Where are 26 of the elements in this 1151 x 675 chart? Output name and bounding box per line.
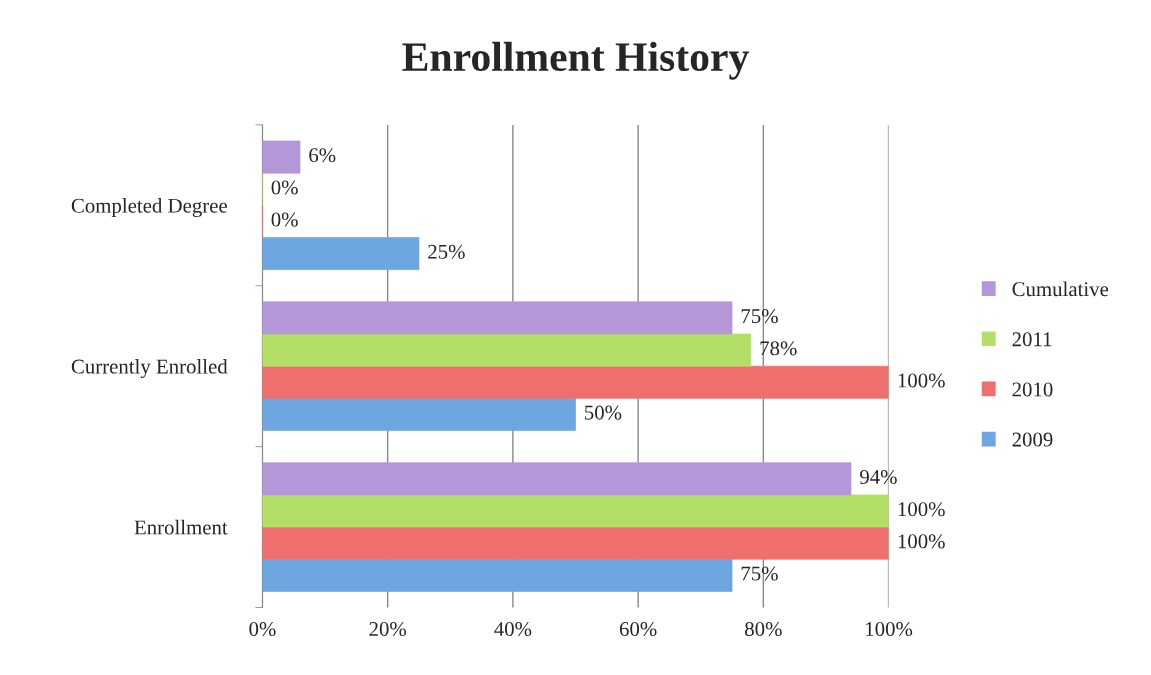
data-label: 75% [741,309,778,324]
data-label: 100% [898,502,945,517]
data-label: 100% [898,534,945,549]
x-tick-label: 60% [619,621,657,637]
y-tick-label: Completed Degree [71,198,227,218]
x-tick-label: 0% [249,621,276,637]
data-label: 78% [760,341,797,356]
y-tick-label: Enrollment [134,519,228,535]
data-label: 0% [271,212,298,227]
data-label: 50% [585,405,622,420]
x-tick-label: 100% [866,621,913,637]
x-tick-label: 80% [745,621,782,637]
data-label: 100% [898,373,945,388]
data-label: 6% [309,148,336,163]
data-label: 0% [271,180,298,195]
chart-title: Enrollment History [402,41,749,80]
x-tick-label: 40% [494,621,532,637]
legend-label: 2009 [1012,432,1053,447]
data-label: 75% [741,566,778,581]
data-label: 94% [860,469,897,485]
legend-label: 2010 [1012,382,1053,397]
data-label: 25% [428,244,465,259]
legend-label: 2011 [1012,332,1052,347]
x-tick-label: 20% [369,621,407,637]
legend-label: Cumulative [1012,281,1109,297]
y-tick-label: Currently Enrolled [71,358,228,378]
